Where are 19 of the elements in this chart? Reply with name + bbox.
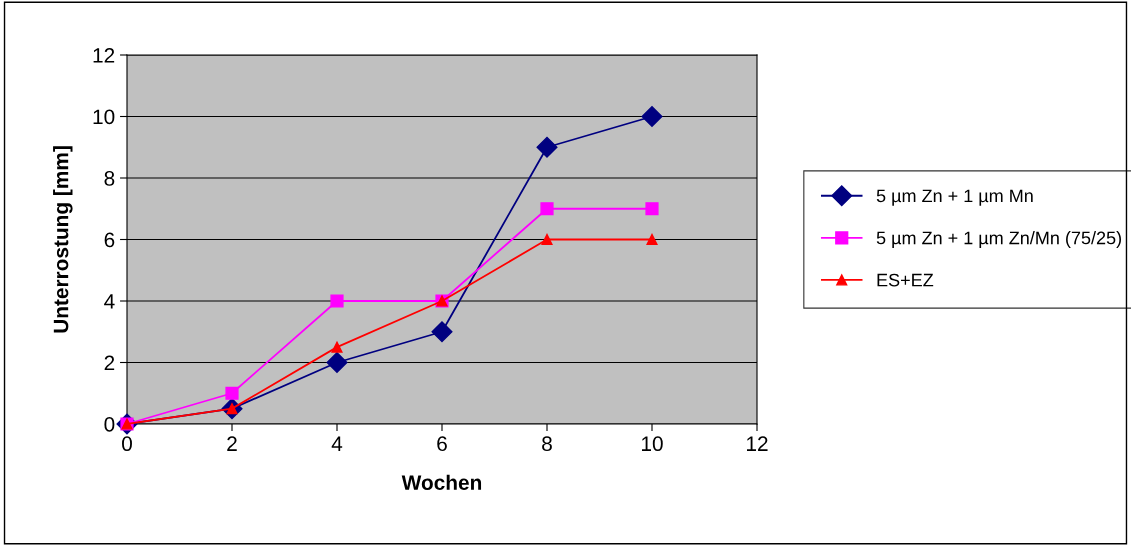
y-tick-label: 8 (104, 171, 115, 186)
y-tick-label: 6 (104, 232, 115, 248)
legend-label: 5 µm Zn + 1 µm Mn (876, 189, 1033, 206)
x-tick-label: 0 (122, 436, 132, 452)
y-tick-label: 0 (104, 417, 115, 432)
legend-label: ES+EZ (877, 273, 934, 287)
x-tick-label: 10 (642, 436, 663, 452)
y-tick-label: 2 (104, 355, 115, 371)
x-tick-label: 6 (437, 436, 447, 452)
x-tick-label: 12 (747, 436, 768, 451)
y-tick-label: 10 (93, 109, 115, 125)
y-tick-label: 4 (104, 294, 115, 309)
x-tick-label: 2 (227, 436, 237, 451)
x-axis-title: Wochen (401, 474, 482, 490)
x-tick-label: 4 (331, 436, 343, 451)
x-tick-label: 8 (542, 436, 552, 452)
y-tick-label: 12 (93, 48, 115, 63)
legend-label: 5 µm Zn + 1 µm Zn/Mn (75/25) (876, 231, 1122, 248)
y-axis-title: Unterrostung [mm] (53, 146, 73, 333)
